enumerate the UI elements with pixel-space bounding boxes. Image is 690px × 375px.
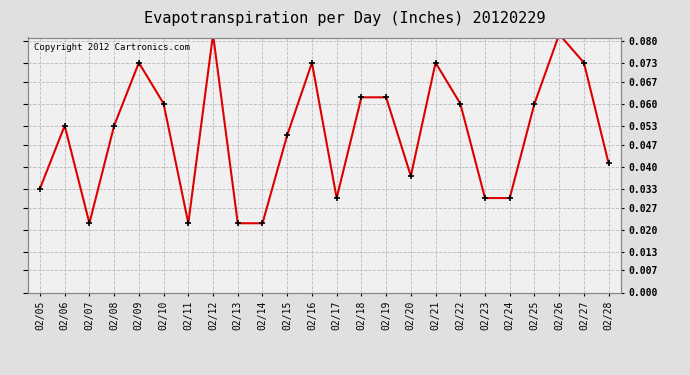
- Text: Copyright 2012 Cartronics.com: Copyright 2012 Cartronics.com: [34, 43, 190, 52]
- Text: Evapotranspiration per Day (Inches) 20120229: Evapotranspiration per Day (Inches) 2012…: [144, 11, 546, 26]
